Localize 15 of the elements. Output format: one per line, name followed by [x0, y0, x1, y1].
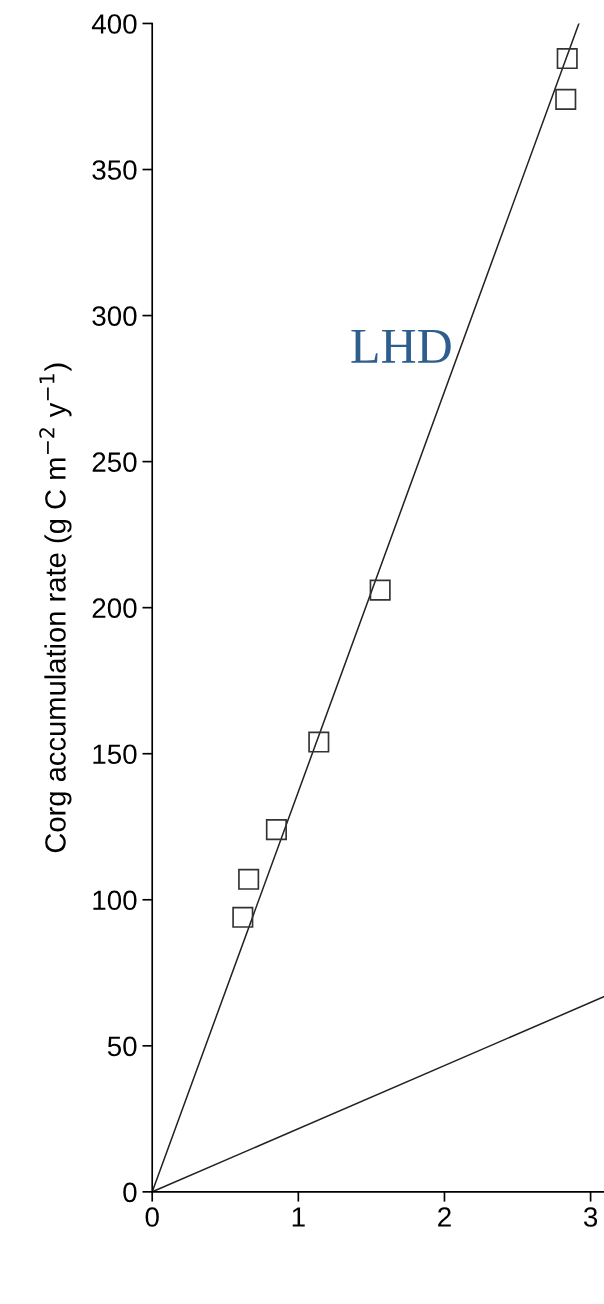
- annotation: LHD: [351, 329, 451, 363]
- y-tick-label: 350: [92, 160, 137, 180]
- y-axis-title: Corg accumulation rate (g C m$^{−2}$ y$^{−1}$): [39, 363, 72, 853]
- x-tick-label: 1: [292, 1207, 305, 1227]
- y-tick-label: 200: [92, 598, 137, 618]
- y-tick-label: 50: [107, 1036, 137, 1057]
- x-tick-label: 0: [145, 1207, 159, 1227]
- y-tick-label: 400: [91, 14, 137, 34]
- y-tick-label: 100: [93, 890, 137, 911]
- y-tick-label: 150: [93, 744, 137, 765]
- x-tick-label: 2: [438, 1207, 451, 1227]
- y-tick-label: 0: [123, 1182, 137, 1203]
- y-tick-label: 300: [92, 306, 137, 326]
- x-tick-label: 3: [583, 1207, 598, 1227]
- y-tick-label: 250: [92, 452, 137, 472]
